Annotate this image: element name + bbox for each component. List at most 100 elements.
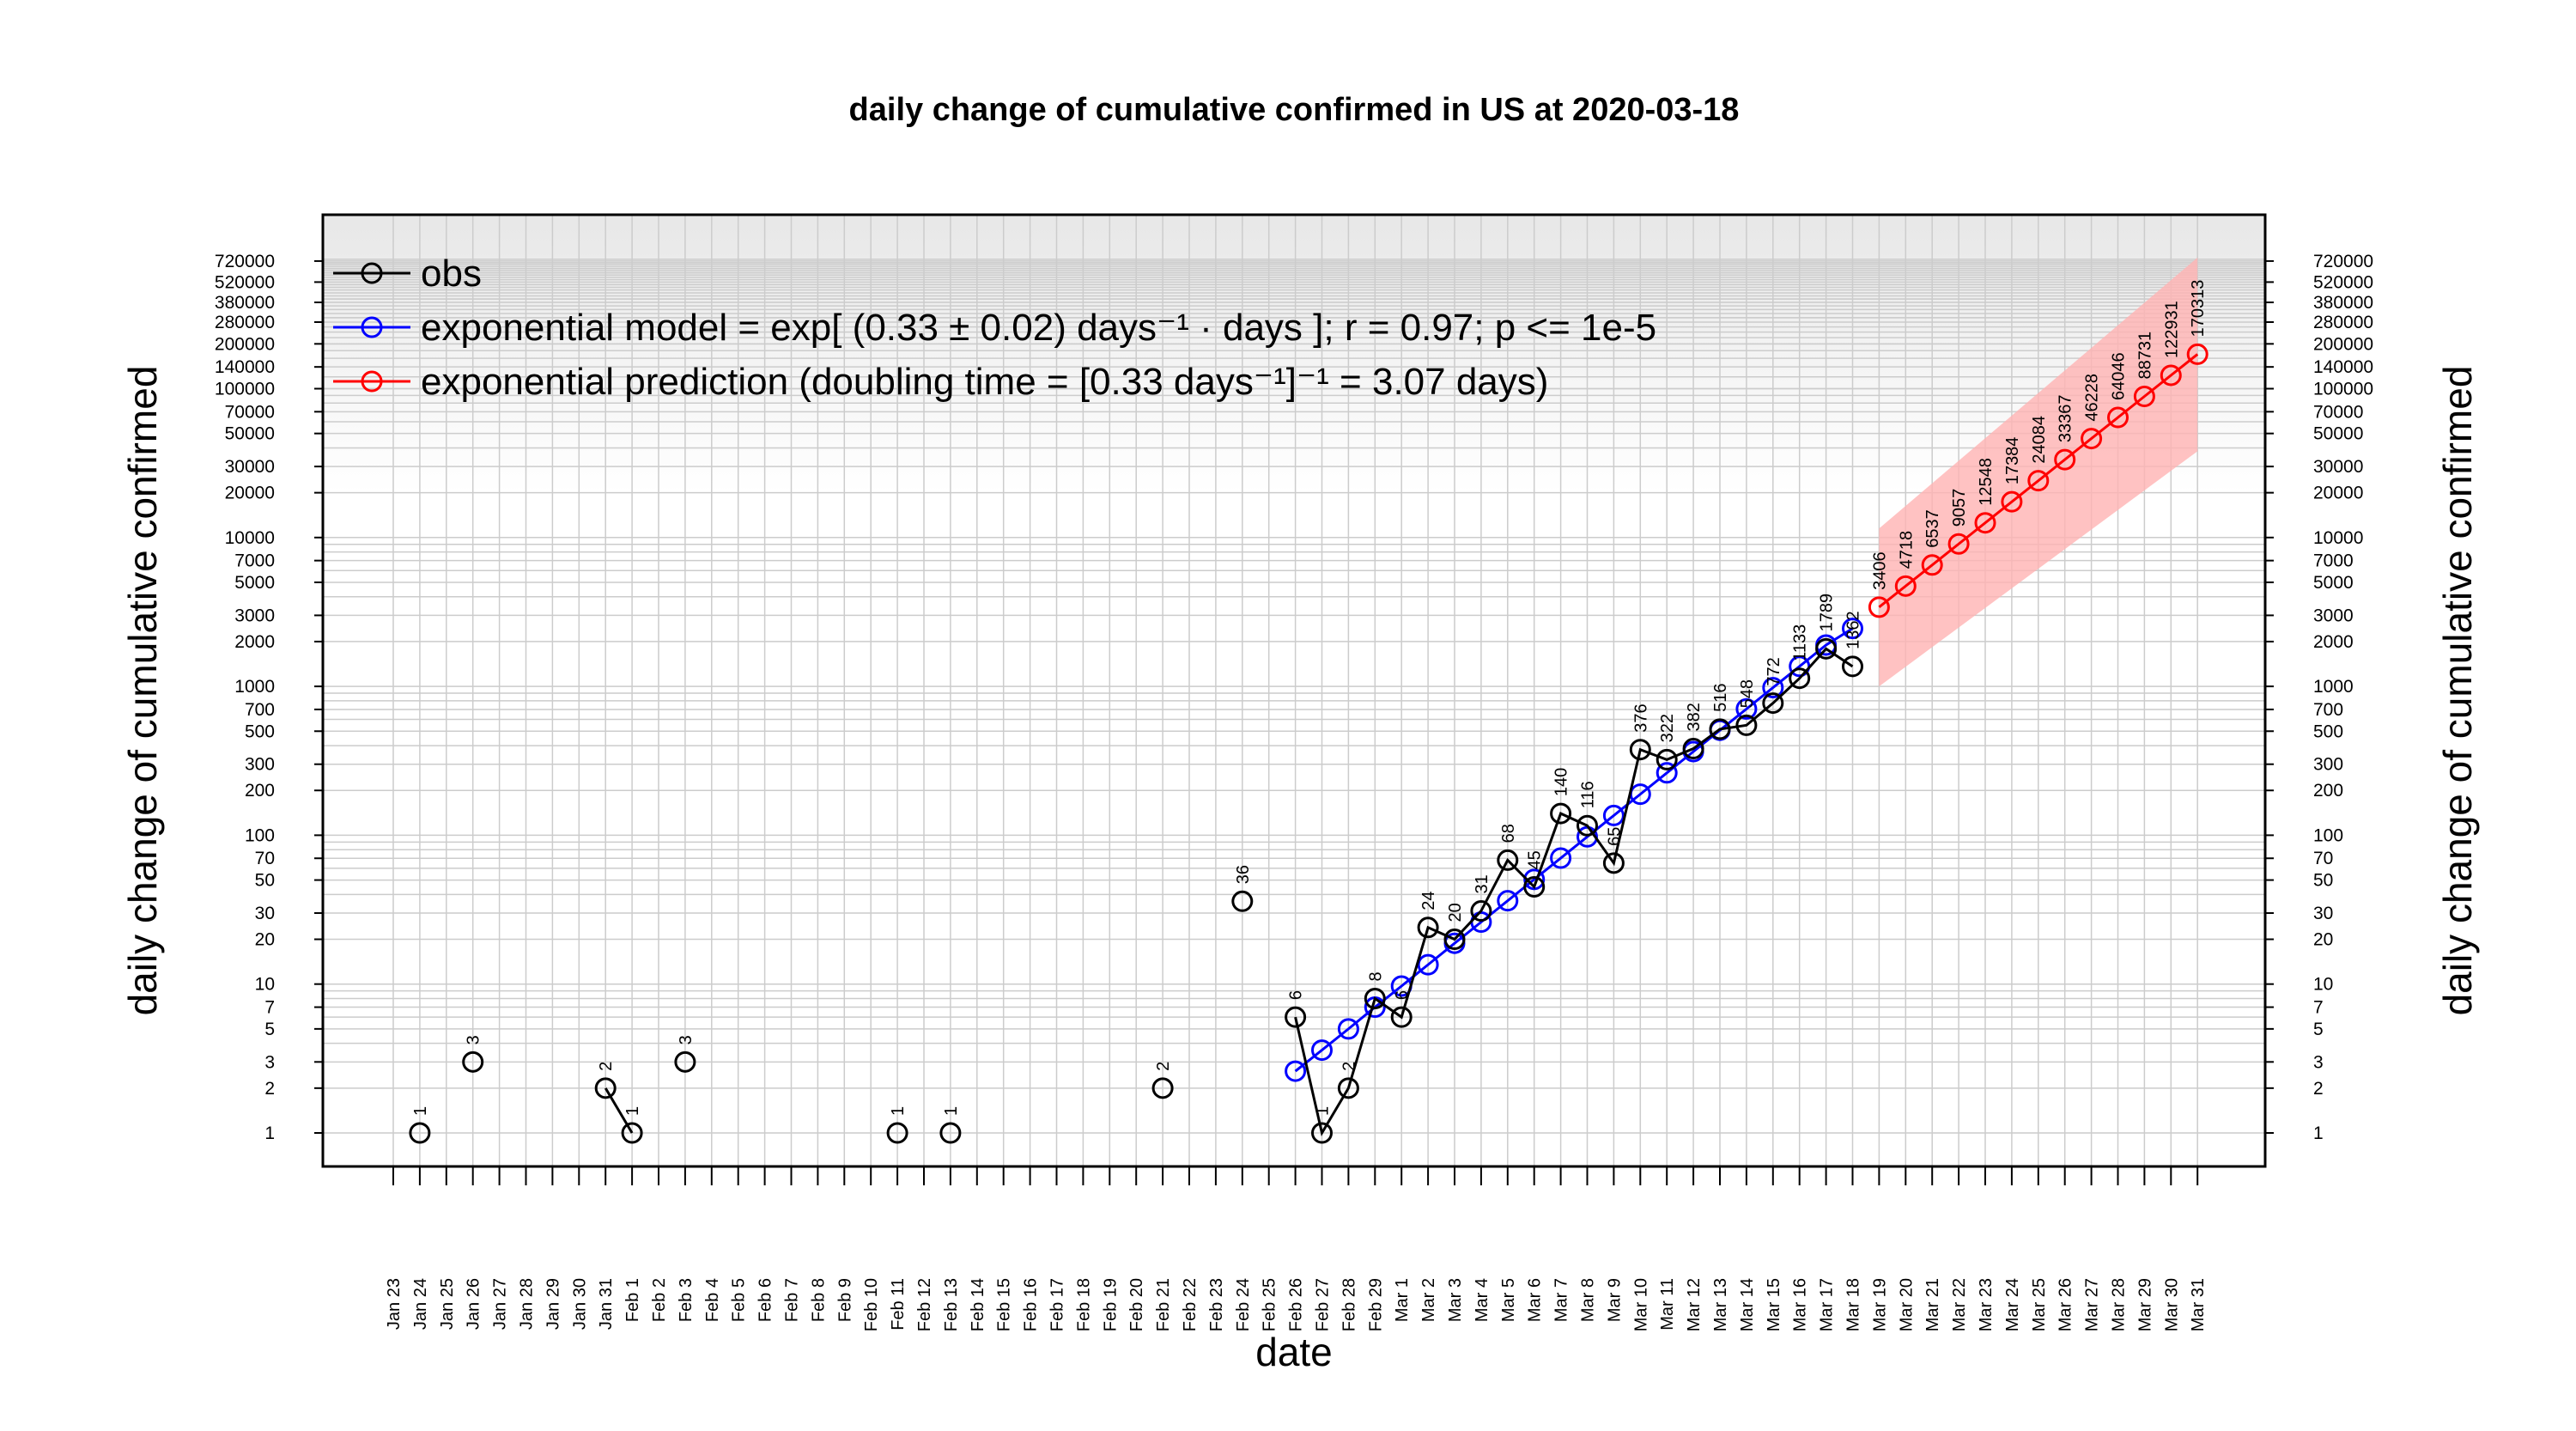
x-tick-label: Mar 17	[1818, 1278, 1837, 1331]
x-tick-label: Mar 8	[1579, 1278, 1598, 1322]
x-tick-label: Mar 20	[1897, 1278, 1916, 1331]
x-tick-label: Feb 19	[1101, 1278, 1120, 1331]
prediction-point	[2160, 364, 2182, 387]
obs-point	[409, 1122, 431, 1144]
y-axis-ticks: 1 1 2 2 3 3 5 5 7 7 10 10 20 20 30 30 50 50 70 70 100 100 200 2…	[215, 252, 2373, 1143]
x-tick-label: Feb 18	[1074, 1278, 1093, 1331]
x-tick-label: Mar 4	[1473, 1278, 1492, 1322]
y-tick-label-right: 30000	[2313, 457, 2363, 477]
obs-point	[1285, 1006, 1307, 1028]
model-point	[1311, 1039, 1333, 1062]
y-tick-label-right: 2	[2313, 1079, 2324, 1099]
y-tick-label-left: 300	[245, 755, 275, 775]
obs-point	[1151, 1077, 1174, 1099]
prediction-point-label: 17384	[2003, 437, 2022, 485]
y-tick-label-left: 200	[245, 781, 275, 801]
y-tick-label-right: 10000	[2313, 528, 2363, 548]
obs-point-label: 20	[1446, 903, 1465, 922]
y-tick-label-right: 2000	[2313, 632, 2354, 652]
obs-point-label: 1362	[1844, 611, 1863, 649]
x-tick-label: Feb 9	[835, 1278, 854, 1322]
prediction-point	[1974, 512, 1996, 534]
y-tick-label-right: 50	[2313, 871, 2333, 891]
y-tick-label-left: 1	[264, 1123, 275, 1143]
x-tick-label: Feb 28	[1340, 1278, 1358, 1331]
model-point	[1285, 1060, 1307, 1082]
y-tick-label-left: 2	[264, 1079, 275, 1099]
prediction-point	[2107, 406, 2129, 429]
prediction-point	[1894, 575, 1917, 597]
y-tick-label-right: 7	[2313, 998, 2324, 1018]
x-tick-label: Mar 22	[1950, 1278, 1969, 1331]
y-tick-label-left: 50000	[225, 424, 275, 444]
obs-point	[939, 1122, 962, 1144]
series-group	[409, 343, 2208, 1144]
model-point	[1735, 697, 1758, 720]
obs-point	[1602, 852, 1625, 874]
y-tick-label-left: 500	[245, 722, 275, 741]
y-tick-label-left: 140000	[215, 357, 275, 377]
x-tick-label: Feb 3	[677, 1278, 696, 1322]
y-tick-label-left: 50	[255, 871, 275, 891]
prediction-point-label: 64046	[2110, 352, 2129, 400]
legend-label-prediction: exponential prediction (doubling time = …	[421, 361, 1548, 403]
x-tick-label: Mar 1	[1393, 1278, 1412, 1322]
x-tick-label: Feb 13	[942, 1278, 961, 1331]
obs-point	[1735, 714, 1758, 736]
prediction-point	[2001, 490, 2023, 513]
x-tick-label: Mar 27	[2083, 1278, 2102, 1331]
obs-point-label: 65	[1605, 827, 1624, 846]
model-point	[1417, 953, 1439, 976]
y-axis-title-left: daily change of cumulative confirmed	[120, 366, 165, 1016]
y-tick-label-left: 3	[264, 1052, 275, 1072]
obs-point-label: 382	[1685, 703, 1704, 731]
x-tick-label: Mar 19	[1870, 1278, 1889, 1331]
obs-point-label: 140	[1552, 768, 1571, 796]
y-tick-label-right: 70000	[2313, 402, 2363, 422]
x-tick-label: Mar 2	[1419, 1278, 1438, 1322]
y-tick-label-right: 200000	[2313, 334, 2373, 354]
obs-point	[1815, 637, 1838, 660]
model-point	[1602, 804, 1625, 826]
y-tick-label-right: 5	[2313, 1020, 2324, 1039]
obs-point	[1337, 1077, 1359, 1099]
prediction-point	[2186, 343, 2208, 365]
prediction-point	[2133, 385, 2155, 407]
model-point	[1337, 1018, 1359, 1040]
x-tick-label: Feb 22	[1181, 1278, 1200, 1331]
y-tick-label-left: 70	[255, 849, 275, 868]
y-tick-label-right: 280000	[2313, 313, 2373, 332]
y-tick-label-right: 500	[2313, 722, 2343, 741]
y-tick-label-right: 5000	[2313, 573, 2354, 593]
y-tick-label-left: 20	[255, 930, 275, 950]
obs-point	[621, 1122, 643, 1144]
model-point	[1497, 890, 1519, 912]
y-tick-label-right: 1000	[2313, 677, 2354, 697]
x-tick-label: Jan 25	[438, 1278, 457, 1330]
obs-point-label: 1789	[1818, 594, 1837, 632]
y-tick-label-right: 3000	[2313, 606, 2354, 625]
obs-point-label: 6	[1287, 990, 1306, 1000]
x-tick-label: Feb 1	[623, 1278, 642, 1322]
model-point	[1550, 847, 1572, 869]
obs-point-label: 1	[1314, 1106, 1333, 1116]
x-tick-label: Jan 29	[544, 1278, 562, 1330]
legend-marker-model	[361, 316, 383, 338]
y-tick-label-right: 720000	[2313, 252, 2373, 271]
model-point	[1523, 868, 1546, 891]
x-tick-label: Mar 21	[1923, 1278, 1942, 1331]
x-tick-label: Mar 29	[2136, 1278, 2154, 1331]
y-tick-label-right: 520000	[2313, 272, 2373, 292]
x-tick-label: Feb 11	[889, 1278, 908, 1331]
obs-point-label: 2	[597, 1062, 616, 1071]
obs-point-label: 772	[1765, 657, 1783, 685]
x-tick-label: Mar 14	[1738, 1278, 1757, 1331]
x-tick-label: Jan 28	[518, 1278, 537, 1330]
x-tick-label: Feb 21	[1154, 1278, 1173, 1331]
y-axis-title-right: daily change of cumulative confirmed	[2435, 366, 2480, 1016]
y-tick-label-left: 20000	[225, 484, 275, 503]
legend-marker-obs	[361, 262, 383, 284]
x-tick-label: Feb 12	[915, 1278, 934, 1331]
y-tick-label-right: 70	[2313, 849, 2333, 868]
y-tick-label-left: 700	[245, 700, 275, 720]
